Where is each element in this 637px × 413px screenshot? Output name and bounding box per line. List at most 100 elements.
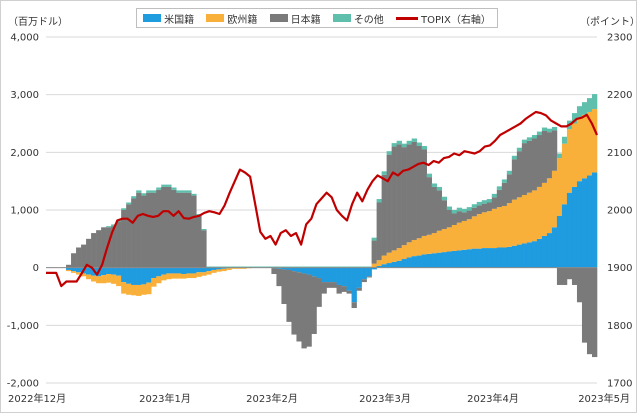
- bar-jp: [441, 200, 448, 230]
- bar-eu: [521, 195, 528, 244]
- bar-us: [446, 251, 453, 268]
- bar-jp: [566, 267, 573, 280]
- bar-us: [496, 247, 503, 268]
- bar-eu: [451, 224, 458, 251]
- bar-us: [161, 267, 167, 275]
- bar-other: [261, 266, 267, 268]
- bar-other: [396, 140, 402, 145]
- bar-jp: [301, 273, 307, 349]
- bar-other: [406, 140, 412, 145]
- left-tick-label: -2,000: [7, 379, 39, 390]
- bar-us: [151, 267, 157, 279]
- bar-eu: [91, 275, 97, 282]
- bar-eu: [131, 284, 137, 296]
- bar-other: [551, 126, 558, 131]
- bar-us: [401, 259, 407, 268]
- bar-us: [476, 248, 483, 268]
- bar-other: [291, 266, 297, 268]
- bar-jp: [466, 210, 473, 220]
- bar-us: [501, 247, 508, 268]
- bar-other: [326, 266, 332, 268]
- bar-other: [186, 190, 192, 193]
- legend-label-topix: TOPIX（右軸）: [421, 14, 491, 26]
- bar-jp: [416, 145, 422, 239]
- bar-us: [471, 248, 478, 268]
- bar-other: [521, 139, 528, 144]
- bar-us: [376, 265, 382, 268]
- bar-us: [526, 242, 533, 268]
- bar-jp: [291, 271, 297, 335]
- bar-other: [316, 266, 322, 268]
- bar-eu: [501, 205, 508, 248]
- bar-other: [256, 266, 262, 268]
- right-axis-unit: （ポイント）: [580, 17, 637, 28]
- bar-other: [121, 208, 127, 210]
- bar-other: [516, 147, 523, 152]
- bar-us: [301, 267, 307, 274]
- bar-us: [336, 267, 342, 285]
- bar-us: [426, 253, 432, 268]
- bar-other: [446, 206, 453, 210]
- bar-us: [346, 267, 352, 291]
- bar-us: [141, 267, 147, 285]
- bar-other: [581, 102, 588, 115]
- bar-other: [246, 266, 252, 268]
- bar-jp: [116, 221, 122, 268]
- bar-us: [101, 267, 107, 276]
- bar-eu: [481, 212, 488, 249]
- bar-jp: [366, 276, 372, 278]
- bar-us: [166, 267, 172, 274]
- bar-other: [136, 190, 142, 193]
- bar-eu: [571, 123, 578, 187]
- bar-us: [281, 267, 287, 270]
- bar-other: [146, 190, 152, 193]
- bar-other: [416, 142, 422, 146]
- x-tick-label: 2023年1月: [139, 392, 191, 405]
- bar-us: [571, 186, 578, 268]
- x-tick-label: 2022年12月: [8, 392, 66, 405]
- bar-us: [581, 178, 588, 268]
- legend-item-other: その他: [332, 11, 384, 26]
- bar-us: [436, 252, 443, 268]
- bar-us: [86, 267, 92, 275]
- bar-us: [156, 267, 162, 277]
- bar-us: [286, 267, 292, 270]
- bar-jp: [351, 302, 357, 309]
- bar-eu: [471, 216, 478, 249]
- bar-jp: [431, 186, 438, 234]
- bar-other: [181, 190, 187, 193]
- bar-eu: [541, 182, 548, 236]
- bar-jp: [381, 174, 387, 256]
- bar-eu: [86, 274, 92, 280]
- bar-eu: [226, 268, 232, 270]
- bar-eu: [161, 274, 167, 281]
- bar-other: [221, 266, 227, 268]
- bar-eu: [591, 109, 598, 173]
- legend-item-eu: 欧州籍: [206, 11, 257, 26]
- bar-other: [591, 94, 598, 110]
- bar-other: [471, 204, 478, 208]
- bar-us: [391, 261, 397, 268]
- bar-eu: [556, 158, 563, 216]
- bar-us: [491, 248, 498, 268]
- bar-jp: [196, 215, 202, 268]
- bar-other: [251, 266, 257, 268]
- bar-jp: [286, 269, 292, 322]
- bar-jp: [421, 149, 427, 236]
- bar-jp: [331, 282, 337, 288]
- x-tick-label: 2023年3月: [359, 392, 411, 405]
- bar-jp: [551, 130, 558, 171]
- legend-label-other: その他: [353, 14, 384, 26]
- bar-other: [506, 170, 513, 175]
- bar-eu: [581, 114, 588, 179]
- bar-us: [216, 267, 222, 270]
- bar-other: [391, 143, 397, 147]
- bar-eu: [196, 272, 202, 277]
- bar-other: [456, 207, 463, 212]
- bar-us: [121, 267, 127, 283]
- bar-eu: [371, 263, 377, 268]
- bar-jp: [561, 267, 568, 285]
- bar-eu: [231, 267, 237, 269]
- bar-jp: [446, 210, 453, 228]
- legend-swatch-topix: [396, 16, 419, 20]
